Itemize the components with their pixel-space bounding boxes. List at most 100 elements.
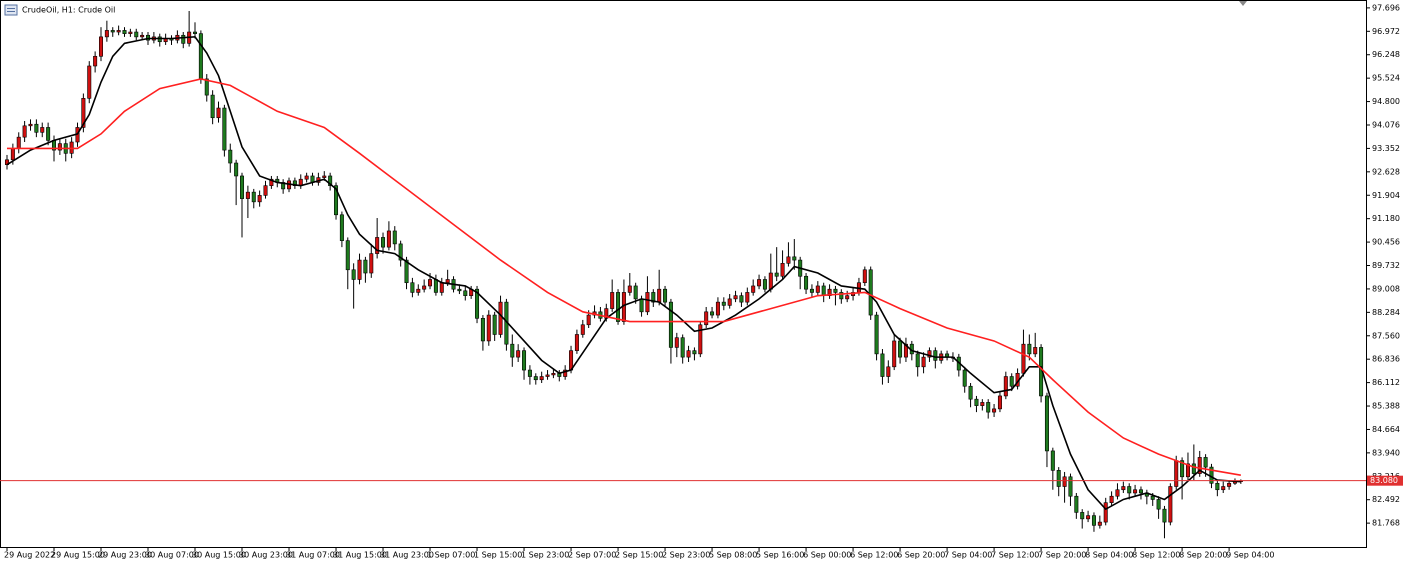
candle-body bbox=[410, 282, 415, 293]
candle-body bbox=[1068, 476, 1073, 497]
candle-body bbox=[645, 292, 650, 313]
candle-body bbox=[522, 350, 527, 371]
candle-body bbox=[10, 148, 15, 161]
x-tick-label: 8 Sep 04:00 bbox=[1085, 551, 1133, 560]
candle-body bbox=[997, 395, 1002, 410]
candle-body bbox=[122, 30, 127, 34]
candle-body bbox=[445, 279, 450, 284]
candle-body bbox=[457, 288, 462, 292]
x-tick-label: 7 Sep 04:00 bbox=[944, 551, 992, 560]
x-tick-label: 1 Sep 15:00 bbox=[474, 551, 522, 560]
candle-body bbox=[539, 376, 544, 381]
candle-body bbox=[633, 285, 638, 300]
candle-body bbox=[16, 136, 21, 149]
y-tick-label: 93.352 bbox=[1372, 144, 1400, 153]
candle-body bbox=[815, 285, 820, 293]
candle-body bbox=[322, 175, 327, 178]
candle-body bbox=[1080, 512, 1085, 520]
candle-body bbox=[992, 408, 997, 413]
x-tick-label: 6 Sep 12:00 bbox=[850, 551, 898, 560]
x-tick-label: 31 Aug 23:00 bbox=[380, 551, 434, 560]
candle-body bbox=[1074, 495, 1079, 513]
x-tick-label: 31 Aug 15:00 bbox=[333, 551, 387, 560]
candle-body bbox=[422, 285, 427, 290]
x-tick-label: 2 Sep 23:00 bbox=[662, 551, 710, 560]
candle-body bbox=[510, 343, 515, 358]
x-tick-label: 1 Sep 07:00 bbox=[427, 551, 475, 560]
candle-body bbox=[1156, 499, 1161, 510]
candle-body bbox=[428, 279, 433, 287]
candle-body bbox=[986, 402, 991, 413]
candle-body bbox=[1185, 463, 1190, 478]
candle-body bbox=[128, 31, 133, 34]
candle-body bbox=[304, 175, 309, 180]
candle-body bbox=[1009, 376, 1014, 387]
candle-body bbox=[40, 127, 45, 133]
candle-body bbox=[880, 353, 885, 377]
candle-body bbox=[1115, 489, 1120, 497]
candle-body bbox=[821, 285, 826, 296]
candle-body bbox=[433, 279, 438, 293]
candle-body bbox=[874, 314, 879, 355]
candle-body bbox=[1221, 486, 1226, 491]
candle-body bbox=[721, 301, 726, 306]
candle-body bbox=[586, 314, 591, 326]
candle-body bbox=[1174, 460, 1179, 487]
candle-body bbox=[845, 295, 850, 300]
candle-body bbox=[980, 402, 985, 406]
candle-body bbox=[809, 288, 814, 293]
candle-body bbox=[780, 263, 785, 277]
candle-body bbox=[57, 143, 62, 151]
y-tick-label: 90.456 bbox=[1372, 238, 1400, 247]
candle-body bbox=[263, 185, 268, 196]
moving-average bbox=[6, 78, 1241, 476]
chart-icon bbox=[4, 4, 18, 16]
candle-body bbox=[862, 269, 867, 284]
candle-body bbox=[463, 290, 468, 296]
candle-body bbox=[968, 385, 973, 400]
candle-body bbox=[610, 292, 615, 309]
x-tick-label: 7 Sep 20:00 bbox=[1038, 551, 1086, 560]
candle-body bbox=[146, 34, 151, 41]
candle-body bbox=[345, 240, 350, 271]
candle-body bbox=[245, 191, 250, 199]
candle-body bbox=[627, 285, 632, 293]
candle-body bbox=[680, 337, 685, 358]
candle-body bbox=[1121, 486, 1126, 491]
candle-body bbox=[228, 149, 233, 164]
x-tick-label: 5 Sep 08:00 bbox=[709, 551, 757, 560]
candle-body bbox=[1027, 343, 1032, 355]
y-tick-label: 86.112 bbox=[1372, 378, 1400, 387]
candle-body bbox=[204, 78, 209, 96]
candle-body bbox=[357, 259, 362, 280]
candle-body bbox=[551, 372, 556, 376]
candle-body bbox=[181, 34, 186, 44]
candle-body bbox=[933, 350, 938, 361]
candle-body bbox=[563, 369, 568, 377]
candle-body bbox=[392, 230, 397, 245]
candle-body bbox=[1109, 495, 1114, 503]
candle-body bbox=[480, 318, 485, 342]
candle-body bbox=[257, 195, 262, 203]
candle-body bbox=[733, 295, 738, 300]
candle-body bbox=[157, 36, 162, 43]
candle-body bbox=[1162, 508, 1167, 523]
moving-average bbox=[6, 36, 1241, 511]
candle-body bbox=[222, 107, 227, 151]
candle-body bbox=[87, 65, 92, 99]
candle-body bbox=[651, 292, 656, 303]
candle-body bbox=[657, 288, 662, 303]
candle-body bbox=[46, 127, 51, 141]
candle-body bbox=[580, 324, 585, 335]
candle-body bbox=[921, 356, 926, 368]
x-tick-label: 29 Aug 23:00 bbox=[98, 551, 152, 560]
x-tick-label: 8 Sep 20:00 bbox=[1179, 551, 1227, 560]
y-tick-label: 81.768 bbox=[1372, 519, 1400, 528]
candle-body bbox=[1056, 470, 1061, 487]
candle-body bbox=[704, 311, 709, 326]
candle-body bbox=[210, 94, 215, 119]
x-tick-label: 8 Sep 12:00 bbox=[1132, 551, 1180, 560]
candle-body bbox=[1044, 395, 1049, 452]
candle-body bbox=[1091, 515, 1096, 526]
y-tick-label: 88.284 bbox=[1372, 308, 1400, 317]
